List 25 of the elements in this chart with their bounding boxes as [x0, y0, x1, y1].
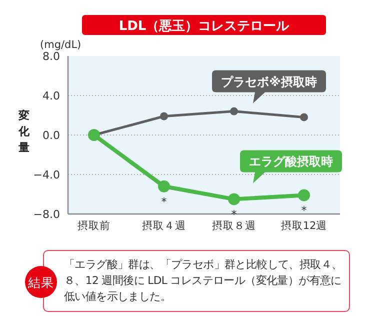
- annotation: *: [161, 195, 168, 208]
- point: [160, 112, 168, 120]
- text: (mg/dL): [40, 39, 82, 51]
- text: 結果: [27, 275, 54, 290]
- text: 「エラグ酸」群は、「プラセボ」群と比較して、摂取４、８、12 週間後に LDL コレステロール（変化量）が有意に低い値を示しました。: [64, 257, 344, 305]
- text: エラグ酸摂取時: [249, 154, 333, 169]
- x-tick-label: 摂取４週: [142, 220, 186, 232]
- series-label: プラセボ※摂取時: [221, 74, 317, 89]
- point: [300, 113, 308, 122]
- y-axis-title: 変化量: [18, 109, 30, 154]
- y-tick-label: 0.0: [42, 129, 60, 142]
- point: [230, 107, 238, 116]
- y-tick-label: −4.0: [33, 168, 60, 182]
- y-tick-label: 4.0: [42, 90, 60, 102]
- annotation: *: [301, 204, 308, 218]
- point: [228, 193, 240, 206]
- point: [158, 180, 170, 192]
- chart-title: LDL（悪玉）コレステロール: [118, 19, 290, 34]
- x-tick-label: 摂取前: [78, 220, 110, 232]
- point: [298, 189, 310, 202]
- y-tick-label: −8.0: [33, 208, 60, 221]
- y-tick-label: 8.0: [42, 50, 60, 63]
- x-tick-label: 摂取８週: [212, 220, 256, 232]
- annotation: *: [231, 208, 238, 222]
- x-tick-label: 摂取12週: [280, 220, 328, 232]
